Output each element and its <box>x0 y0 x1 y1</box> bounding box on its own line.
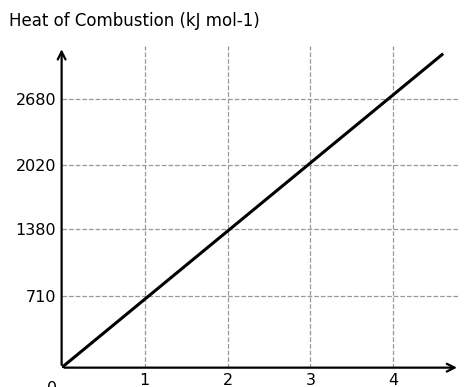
Text: 0: 0 <box>47 381 57 387</box>
Text: Heat of Combustion (kJ mol-1): Heat of Combustion (kJ mol-1) <box>9 12 260 30</box>
